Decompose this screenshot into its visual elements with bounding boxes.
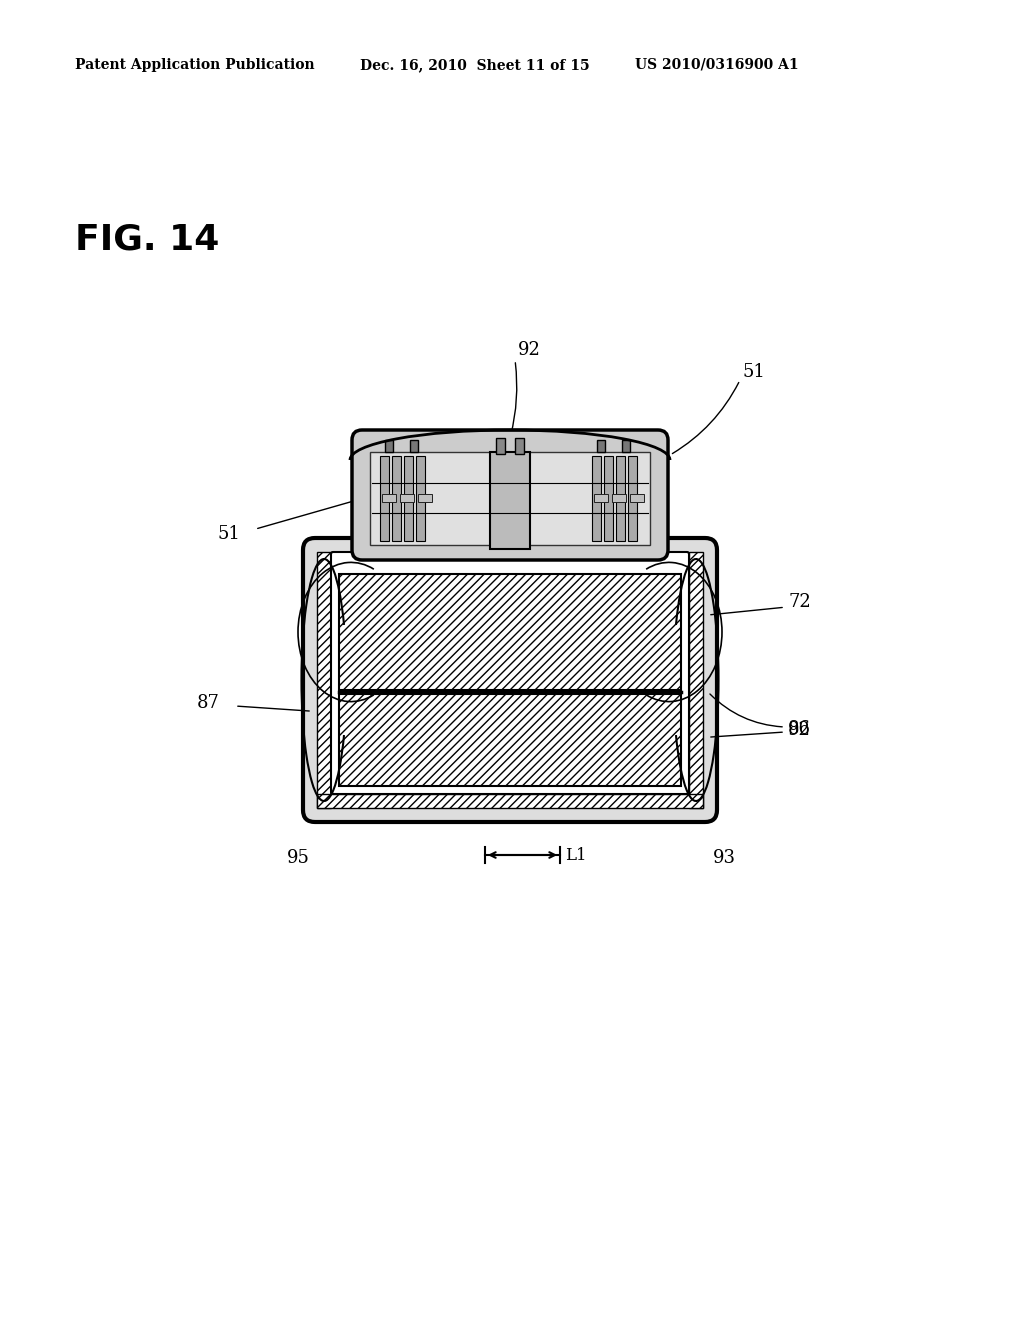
Bar: [597, 440, 605, 451]
Text: 95: 95: [287, 849, 310, 867]
Text: US 2010/0316900 A1: US 2010/0316900 A1: [635, 58, 799, 73]
FancyBboxPatch shape: [331, 552, 689, 795]
Bar: [490, 451, 530, 549]
Text: 72: 72: [788, 593, 811, 611]
Bar: [410, 440, 418, 451]
Bar: [339, 694, 681, 785]
Bar: [339, 574, 681, 690]
Bar: [382, 494, 396, 502]
Bar: [622, 440, 630, 451]
Text: L1: L1: [565, 846, 587, 863]
Text: Dec. 16, 2010  Sheet 11 of 15: Dec. 16, 2010 Sheet 11 of 15: [360, 58, 590, 73]
Text: 51: 51: [217, 525, 240, 544]
Bar: [392, 455, 401, 541]
Bar: [592, 455, 601, 541]
Bar: [418, 494, 432, 502]
Bar: [380, 455, 389, 541]
Bar: [317, 795, 703, 808]
FancyBboxPatch shape: [303, 539, 717, 822]
Bar: [616, 455, 625, 541]
Text: 86: 86: [788, 721, 811, 738]
Bar: [594, 494, 608, 502]
Bar: [604, 455, 613, 541]
Bar: [385, 440, 393, 451]
Text: 93: 93: [713, 849, 736, 867]
Bar: [689, 552, 703, 808]
Bar: [416, 455, 425, 541]
Text: 51: 51: [742, 363, 765, 381]
Bar: [496, 438, 505, 454]
Bar: [628, 455, 637, 541]
Bar: [370, 451, 650, 545]
Bar: [317, 552, 331, 808]
Text: 92: 92: [518, 341, 541, 359]
Bar: [612, 494, 626, 502]
FancyBboxPatch shape: [352, 430, 668, 560]
Text: 92: 92: [788, 721, 811, 739]
Text: 87: 87: [198, 694, 220, 713]
Text: Patent Application Publication: Patent Application Publication: [75, 58, 314, 73]
Bar: [400, 494, 414, 502]
Bar: [630, 494, 644, 502]
Bar: [515, 438, 524, 454]
Bar: [404, 455, 413, 541]
Text: FIG. 14: FIG. 14: [75, 223, 219, 257]
